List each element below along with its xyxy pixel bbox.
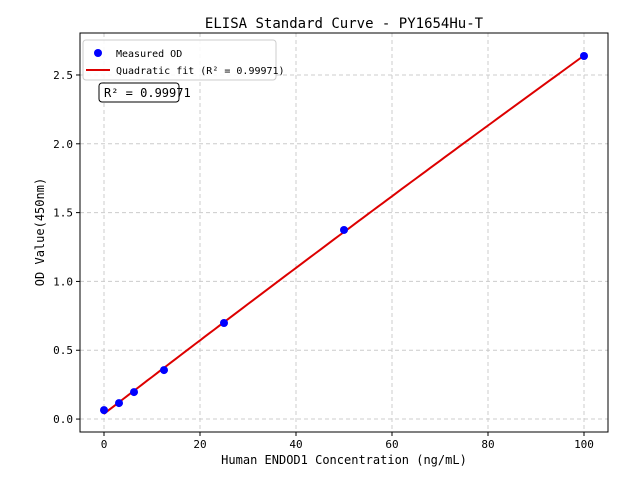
x-tick-label: 80 bbox=[481, 438, 494, 451]
y-tick-label: 2.0 bbox=[53, 138, 73, 151]
y-tick-label: 1.5 bbox=[53, 207, 73, 220]
y-axis-label: OD Value(450nm) bbox=[33, 178, 47, 286]
points-group bbox=[100, 51, 588, 415]
x-tick-label: 60 bbox=[385, 438, 398, 451]
y-tick-label: 0.0 bbox=[53, 413, 73, 426]
legend-label-measured: Measured OD bbox=[116, 49, 182, 60]
data-point bbox=[115, 399, 123, 408]
x-tick-label: 40 bbox=[289, 438, 302, 451]
data-point bbox=[340, 225, 348, 234]
r2-annotation: R² = 0.99971 bbox=[98, 82, 191, 103]
fit-line-group bbox=[103, 54, 585, 415]
y-tick-label: 1.0 bbox=[53, 275, 73, 288]
data-point bbox=[220, 318, 228, 327]
x-tick-label: 0 bbox=[101, 438, 108, 451]
legend: Measured OD Quadratic fit (R² = 0.99971) bbox=[82, 39, 285, 81]
fit-line bbox=[103, 54, 585, 415]
ticks: 0 20 40 60 80 100 0.0 0.5 1.0 1.5 2.0 2.5 bbox=[53, 69, 594, 451]
y-tick-label: 0.5 bbox=[53, 344, 73, 357]
data-point bbox=[160, 366, 168, 375]
plot-frame bbox=[79, 32, 609, 433]
x-axis-label: Human ENDOD1 Concentration (ng/mL) bbox=[221, 453, 467, 467]
legend-label-fit: Quadratic fit (R² = 0.99971) bbox=[116, 66, 285, 77]
x-tick-label: 100 bbox=[574, 438, 594, 451]
y-tick-label: 2.5 bbox=[53, 69, 73, 82]
data-point bbox=[580, 51, 588, 60]
legend-marker-measured bbox=[94, 49, 102, 57]
x-tick-label: 20 bbox=[193, 438, 206, 451]
chart-title: ELISA Standard Curve - PY1654Hu-T bbox=[205, 16, 484, 32]
data-point bbox=[130, 388, 138, 397]
data-point bbox=[100, 406, 108, 415]
r2-annotation-text: R² = 0.99971 bbox=[104, 86, 191, 100]
